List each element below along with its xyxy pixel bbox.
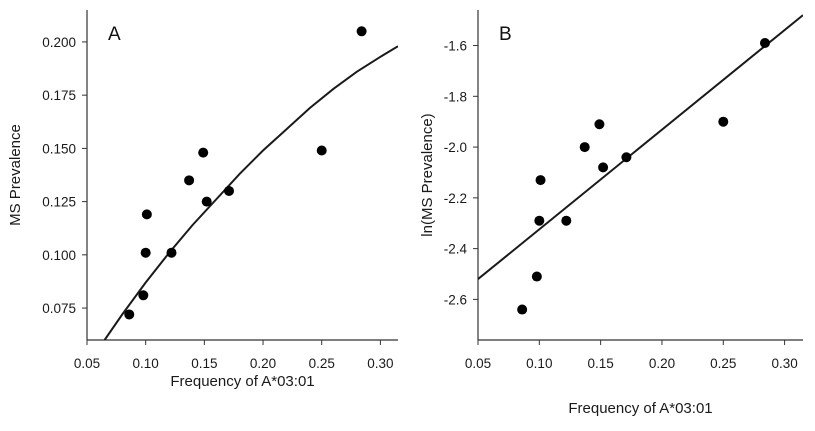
data-point [759,38,770,48]
data-point [534,215,545,226]
x-tick-label: 0.20 [250,356,276,371]
data-point [316,145,327,156]
panel-a: 0.05 0.10 0.15 0.20 0.25 0.30 0.075 0.100 0.125 0… [7,10,398,390]
data-point [598,162,609,173]
panel-label: B [499,24,512,45]
data-point [138,290,149,301]
y-tick-label: -2.4 [444,242,468,257]
data-point [356,26,367,37]
x-tick-label: 0.25 [710,356,736,371]
data-point [166,247,177,258]
y-tick-label: -1.8 [444,89,467,104]
x-tick-label: 0.10 [526,356,552,371]
data-point [517,304,528,315]
data-point [531,271,542,282]
data-point [201,196,212,207]
x-tick-label: 0.25 [309,356,335,371]
y-tick-label: -2.2 [444,191,467,206]
x-tick-label: 0.20 [649,356,675,371]
y-tick-label: 0.150 [42,141,76,156]
data-point [594,119,605,130]
x-tick-label: 0.15 [191,356,217,371]
data-point [140,247,151,258]
data-point [535,175,546,186]
data-point [224,185,235,196]
x-tick-label: 0.15 [588,356,614,371]
y-tick-label: 0.175 [42,88,76,103]
y-tick-label: 0.200 [42,35,76,50]
data-point [141,209,152,220]
data-point [621,152,632,163]
x-tick-label: 0.05 [465,356,491,371]
data-point [198,147,209,158]
y-tick-label: 0.100 [42,248,76,263]
data-point [561,215,572,226]
y-tick-label: -2.0 [444,140,467,155]
regression-line [478,14,803,280]
data-point [124,309,135,320]
x-tick-label: 0.30 [367,356,393,371]
y-axis-title: MS Prevalence [7,124,24,226]
data-point [579,142,590,153]
panel-label: A [108,24,121,45]
x-tick-label: 0.10 [133,356,159,371]
x-tick-label: 0.05 [74,356,100,371]
x-axis-title: Frequency of A*03:01 [170,373,314,390]
y-axis-title: ln(MS Prevalence) [419,113,436,236]
y-tick-label: 0.075 [42,301,76,316]
fit-curve [103,45,398,340]
x-tick-label: 0.30 [771,356,797,371]
y-tick-label: 0.125 [42,195,76,210]
y-tick-label: -2.6 [444,292,467,307]
panel-b: 0.05 0.10 0.15 0.20 0.25 0.30 -2.6 -2.4 -2.2 -2.0… [419,10,803,417]
x-axis-title: Frequency of A*03:01 [568,400,712,417]
data-point [718,116,729,127]
y-tick-label: -1.6 [444,39,467,54]
data-point [184,175,195,186]
